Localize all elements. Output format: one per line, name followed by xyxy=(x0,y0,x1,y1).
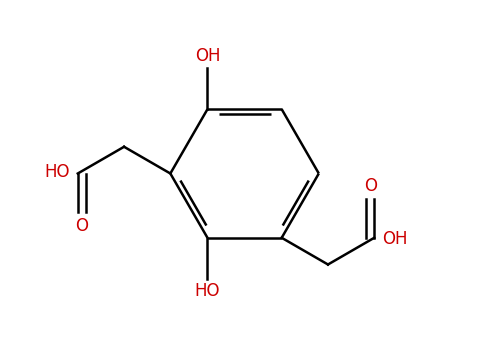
Text: HO: HO xyxy=(45,163,71,181)
Text: O: O xyxy=(364,177,376,195)
Text: HO: HO xyxy=(195,281,220,299)
Text: OH: OH xyxy=(382,230,407,248)
Text: O: O xyxy=(76,217,88,235)
Text: OH: OH xyxy=(195,48,220,66)
